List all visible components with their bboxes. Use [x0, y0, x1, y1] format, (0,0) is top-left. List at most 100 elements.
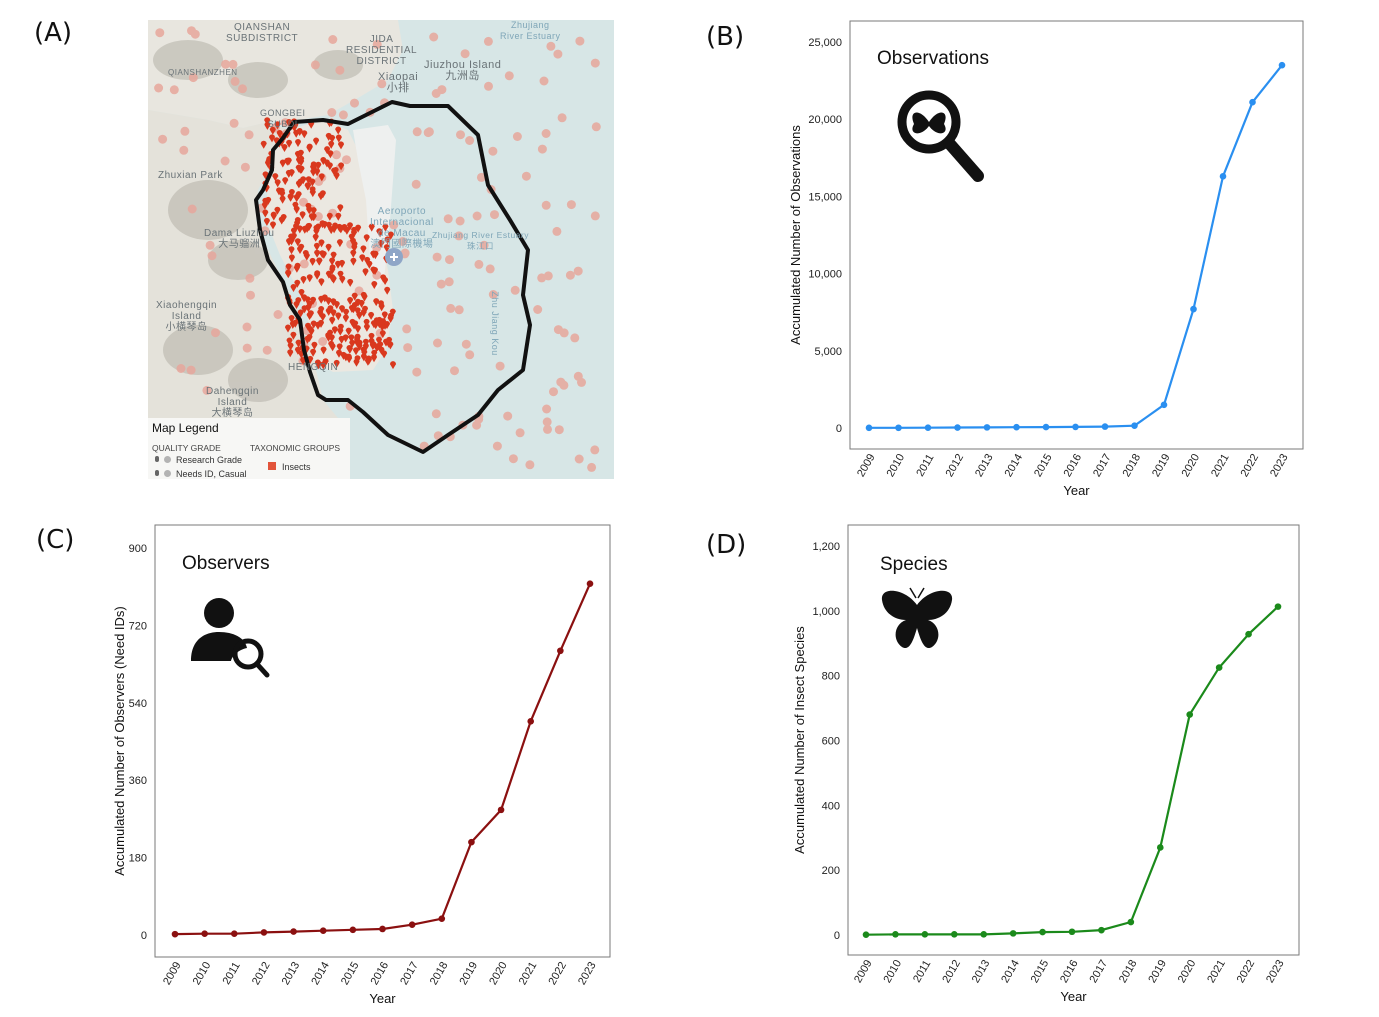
- insect-observation-marker[interactable]: [339, 259, 345, 268]
- insect-observation-marker[interactable]: [372, 267, 378, 275]
- insect-observation-marker[interactable]: [288, 315, 295, 323]
- insect-observation-marker[interactable]: [327, 305, 334, 314]
- insect-observation-marker[interactable]: [300, 176, 307, 185]
- insect-observation-marker[interactable]: [351, 321, 358, 330]
- insect-observation-marker[interactable]: [292, 201, 299, 210]
- data-point[interactable]: [1249, 98, 1256, 106]
- data-point[interactable]: [950, 931, 958, 938]
- insect-observation-marker[interactable]: [329, 257, 336, 266]
- casual-observation-dot[interactable]: [539, 76, 549, 86]
- insect-observation-marker[interactable]: [295, 191, 302, 200]
- data-point[interactable]: [1219, 173, 1227, 180]
- insect-observation-marker[interactable]: [325, 243, 332, 252]
- insect-observation-marker[interactable]: [305, 182, 312, 191]
- casual-observation-dot[interactable]: [492, 441, 502, 451]
- insect-observation-marker[interactable]: [364, 256, 371, 265]
- insect-observation-marker[interactable]: [336, 239, 343, 248]
- insect-observation-marker[interactable]: [270, 221, 276, 230]
- data-point[interactable]: [980, 931, 988, 938]
- casual-observation-dot[interactable]: [220, 156, 230, 166]
- insect-observation-marker[interactable]: [296, 128, 303, 136]
- insect-observation-marker[interactable]: [327, 150, 334, 159]
- insect-observation-marker[interactable]: [294, 238, 301, 247]
- insect-observation-marker[interactable]: [295, 180, 302, 189]
- insect-observation-marker[interactable]: [360, 309, 367, 318]
- casual-observation-dot[interactable]: [587, 462, 597, 472]
- casual-observation-dot[interactable]: [488, 146, 498, 156]
- casual-observation-dot[interactable]: [566, 200, 576, 210]
- insect-observation-marker[interactable]: [369, 342, 376, 350]
- insect-observation-marker[interactable]: [329, 264, 336, 273]
- data-point[interactable]: [201, 930, 208, 938]
- insect-observation-marker[interactable]: [345, 353, 352, 362]
- insect-observation-marker[interactable]: [310, 320, 317, 329]
- insect-observation-marker[interactable]: [360, 353, 367, 362]
- insect-observation-marker[interactable]: [335, 312, 342, 321]
- data-point[interactable]: [1215, 664, 1223, 671]
- insect-observation-marker[interactable]: [282, 177, 289, 186]
- insect-observation-marker[interactable]: [371, 349, 378, 358]
- casual-observation-dot[interactable]: [476, 172, 486, 182]
- insect-observation-marker[interactable]: [297, 309, 304, 318]
- casual-observation-dot[interactable]: [541, 129, 551, 138]
- insect-observation-marker[interactable]: [287, 349, 294, 358]
- insect-observation-marker[interactable]: [325, 297, 332, 306]
- insect-observation-marker[interactable]: [384, 321, 390, 329]
- insect-observation-marker[interactable]: [370, 320, 377, 329]
- casual-observation-dot[interactable]: [327, 108, 337, 117]
- insect-observation-marker[interactable]: [321, 221, 328, 229]
- insect-observation-marker[interactable]: [337, 327, 344, 336]
- insect-observation-marker[interactable]: [285, 263, 292, 272]
- data-point[interactable]: [1190, 305, 1197, 313]
- insect-observation-marker[interactable]: [305, 202, 312, 211]
- insect-observation-marker[interactable]: [378, 346, 385, 355]
- insect-observation-marker[interactable]: [359, 254, 366, 263]
- insect-observation-marker[interactable]: [324, 146, 331, 155]
- insect-observation-marker[interactable]: [335, 126, 342, 135]
- insect-observation-marker[interactable]: [309, 178, 316, 187]
- casual-observation-dot[interactable]: [521, 171, 531, 181]
- casual-observation-dot[interactable]: [262, 345, 272, 355]
- insect-observation-marker[interactable]: [355, 298, 361, 307]
- casual-observation-dot[interactable]: [328, 35, 338, 44]
- data-point[interactable]: [892, 931, 899, 938]
- insect-observation-marker[interactable]: [389, 308, 396, 317]
- insect-observation-marker[interactable]: [318, 319, 324, 328]
- data-point[interactable]: [1098, 926, 1105, 934]
- casual-observation-dot[interactable]: [240, 162, 250, 172]
- insect-observation-marker[interactable]: [350, 305, 357, 314]
- insect-observation-marker[interactable]: [265, 159, 271, 168]
- insect-observation-marker[interactable]: [306, 334, 313, 342]
- casual-observation-dot[interactable]: [483, 36, 493, 46]
- insect-observation-marker[interactable]: [333, 359, 340, 368]
- insect-observation-marker[interactable]: [368, 223, 375, 232]
- casual-observation-dot[interactable]: [565, 270, 575, 280]
- insect-observation-marker[interactable]: [387, 315, 394, 323]
- insect-observation-marker[interactable]: [355, 224, 362, 233]
- casual-observation-dot[interactable]: [398, 237, 408, 246]
- data-point[interactable]: [527, 717, 535, 725]
- insect-observation-marker[interactable]: [383, 244, 390, 253]
- insect-observation-marker[interactable]: [322, 358, 329, 367]
- casual-observation-dot[interactable]: [299, 259, 309, 269]
- insect-observation-marker[interactable]: [328, 140, 335, 149]
- insect-observation-marker[interactable]: [302, 250, 309, 258]
- insect-observation-marker[interactable]: [338, 162, 345, 171]
- casual-observation-dot[interactable]: [180, 126, 190, 136]
- casual-observation-dot[interactable]: [485, 264, 495, 274]
- data-point[interactable]: [1156, 844, 1164, 851]
- insect-observation-marker[interactable]: [336, 343, 343, 352]
- insect-observation-marker[interactable]: [301, 305, 308, 314]
- casual-observation-dot[interactable]: [412, 367, 422, 377]
- data-point[interactable]: [1186, 711, 1194, 718]
- casual-observation-dot[interactable]: [445, 255, 454, 265]
- insect-observation-marker[interactable]: [298, 155, 305, 164]
- insect-observation-marker[interactable]: [377, 229, 384, 238]
- insect-observation-marker[interactable]: [310, 296, 317, 305]
- casual-observation-dot[interactable]: [488, 290, 498, 299]
- casual-observation-dot[interactable]: [299, 197, 308, 207]
- insect-observation-marker[interactable]: [293, 223, 299, 232]
- insect-observation-marker[interactable]: [378, 239, 385, 248]
- insect-observation-marker[interactable]: [342, 314, 349, 323]
- insect-observation-marker[interactable]: [319, 190, 326, 199]
